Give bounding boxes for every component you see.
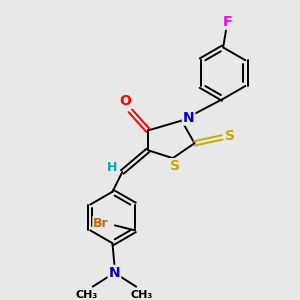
Text: CH₃: CH₃ — [76, 290, 98, 300]
Text: N: N — [109, 266, 120, 280]
Text: H: H — [107, 160, 118, 174]
Text: S: S — [170, 159, 180, 173]
Text: O: O — [119, 94, 131, 108]
Text: N: N — [183, 111, 194, 124]
Text: S: S — [225, 129, 235, 143]
Text: Br: Br — [93, 217, 109, 230]
Text: F: F — [222, 15, 232, 29]
Text: CH₃: CH₃ — [131, 290, 153, 300]
